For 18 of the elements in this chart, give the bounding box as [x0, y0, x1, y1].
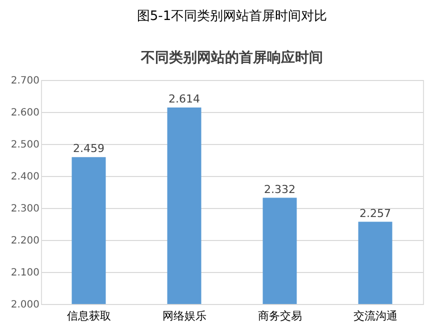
chart-title: 图5-1不同类别网站首屏时间对比	[136, 9, 328, 24]
y-tick-label: 2.100	[10, 268, 40, 278]
x-tick-label: 信息获取	[66, 310, 111, 322]
y-tick-label: 2.700	[10, 76, 40, 86]
data-label: 2.459	[73, 142, 104, 156]
x-tick-label: 商务交易	[258, 310, 302, 322]
data-label: 2.332	[264, 182, 296, 196]
x-tick-label: 网络娱乐	[162, 310, 206, 322]
y-tick-label: 2.500	[10, 140, 40, 150]
y-tick-label: 2.000	[10, 300, 40, 310]
y-tick-label: 2.600	[10, 108, 40, 118]
chart-subtitle: 不同类别网站的首屏响应时间	[140, 49, 323, 66]
y-tick-label: 2.200	[10, 236, 40, 246]
data-label: 2.257	[360, 206, 391, 220]
y-tick-label: 2.300	[10, 204, 40, 214]
y-tick-label: 2.400	[10, 172, 40, 182]
x-tick-label: 交流沟通	[353, 310, 398, 322]
data-label: 2.614	[168, 92, 200, 106]
